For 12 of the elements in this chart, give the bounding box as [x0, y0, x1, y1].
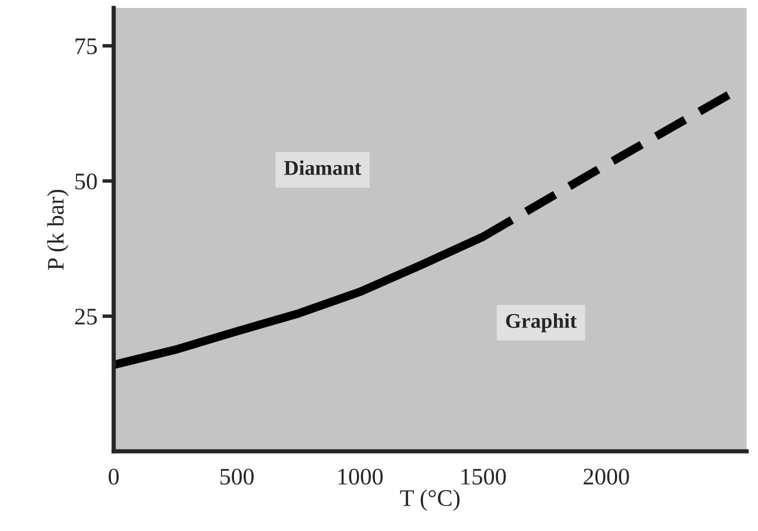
annotation: Diamant [284, 160, 362, 176]
x-tick-label: 1500 [462, 468, 506, 485]
y-tick-label: 75 [76, 38, 97, 54]
y-tick-label: 25 [75, 308, 97, 325]
x-tick-label: 2000 [584, 468, 629, 485]
annotation: Graphit [506, 313, 577, 332]
y-tick-label: 50 [75, 173, 97, 190]
x-axis-title: T (°C) [400, 489, 460, 511]
y-axis-title: P (k bar) [47, 190, 69, 270]
x-tick-label: 0 [108, 468, 119, 485]
x-tick-label: 1000 [338, 468, 383, 485]
x-tick-label: 500 [220, 468, 254, 485]
